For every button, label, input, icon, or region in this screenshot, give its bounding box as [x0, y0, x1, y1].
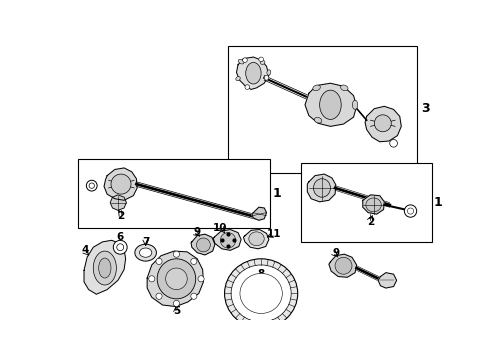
Circle shape: [191, 258, 197, 265]
Ellipse shape: [249, 232, 264, 246]
Polygon shape: [363, 195, 384, 214]
Circle shape: [156, 293, 162, 299]
Text: 5: 5: [173, 306, 180, 316]
Circle shape: [243, 58, 247, 62]
Circle shape: [173, 300, 179, 306]
Circle shape: [408, 208, 414, 214]
Polygon shape: [329, 254, 357, 277]
Polygon shape: [305, 83, 357, 126]
Ellipse shape: [140, 248, 152, 257]
Circle shape: [245, 85, 249, 89]
Ellipse shape: [93, 251, 117, 285]
Ellipse shape: [196, 238, 210, 252]
Ellipse shape: [135, 244, 156, 261]
Polygon shape: [110, 195, 126, 210]
Ellipse shape: [314, 179, 330, 197]
Ellipse shape: [313, 85, 320, 91]
Ellipse shape: [374, 115, 392, 132]
Circle shape: [264, 76, 269, 80]
Text: 6: 6: [117, 232, 124, 242]
Ellipse shape: [315, 117, 322, 123]
Ellipse shape: [220, 233, 236, 248]
Polygon shape: [147, 251, 203, 306]
Ellipse shape: [246, 62, 261, 84]
Polygon shape: [365, 106, 401, 142]
Polygon shape: [378, 273, 397, 288]
Polygon shape: [84, 240, 125, 294]
Circle shape: [390, 139, 397, 147]
Text: 2: 2: [367, 217, 374, 227]
Circle shape: [198, 276, 204, 282]
Ellipse shape: [157, 259, 196, 299]
Bar: [78, 159, 270, 228]
Ellipse shape: [335, 257, 352, 274]
Text: 3: 3: [421, 102, 430, 115]
Ellipse shape: [111, 174, 131, 194]
Text: 11: 11: [267, 229, 281, 239]
Polygon shape: [214, 230, 241, 250]
Polygon shape: [237, 57, 269, 89]
Text: 1: 1: [272, 187, 281, 200]
Circle shape: [117, 244, 123, 251]
Ellipse shape: [352, 100, 358, 109]
Ellipse shape: [341, 85, 348, 91]
Ellipse shape: [238, 59, 244, 64]
Text: 2: 2: [118, 211, 124, 221]
Polygon shape: [191, 234, 215, 255]
Text: 8: 8: [258, 269, 265, 279]
Ellipse shape: [98, 258, 111, 278]
Circle shape: [404, 205, 416, 217]
Text: 9: 9: [332, 248, 340, 258]
Bar: [228, 46, 416, 172]
Ellipse shape: [231, 265, 291, 322]
Polygon shape: [244, 230, 269, 249]
Circle shape: [86, 180, 97, 191]
Circle shape: [113, 240, 127, 254]
Text: 4: 4: [82, 244, 89, 255]
Text: 1: 1: [434, 196, 442, 209]
Ellipse shape: [260, 60, 265, 64]
Text: 9: 9: [194, 227, 201, 237]
Ellipse shape: [319, 90, 341, 120]
Ellipse shape: [267, 70, 271, 75]
Circle shape: [191, 293, 197, 299]
Polygon shape: [104, 168, 137, 200]
Circle shape: [259, 57, 264, 62]
Polygon shape: [252, 207, 267, 220]
Circle shape: [173, 251, 179, 257]
Ellipse shape: [240, 274, 282, 314]
Bar: [301, 163, 432, 242]
Ellipse shape: [166, 268, 187, 289]
Circle shape: [149, 276, 155, 282]
Ellipse shape: [236, 77, 240, 81]
Text: 7: 7: [142, 237, 149, 247]
Ellipse shape: [366, 198, 381, 212]
Circle shape: [156, 258, 162, 265]
Polygon shape: [307, 174, 336, 202]
Circle shape: [89, 183, 95, 188]
Text: 10: 10: [213, 223, 227, 233]
Ellipse shape: [224, 259, 298, 328]
